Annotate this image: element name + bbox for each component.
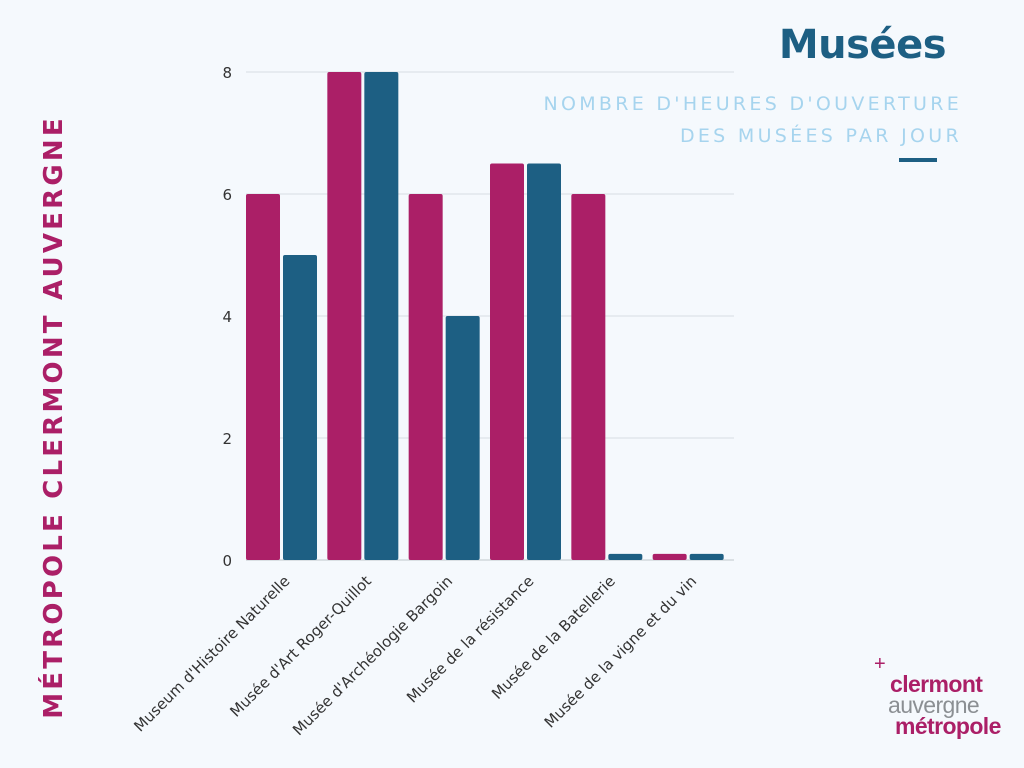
bar <box>652 553 687 560</box>
title-underline <box>899 158 937 162</box>
bar <box>490 163 524 560</box>
chart-title: Musées <box>778 22 947 68</box>
bar <box>283 255 317 560</box>
bar <box>364 72 399 560</box>
bar <box>445 316 480 560</box>
y-tick-label: 8 <box>222 64 232 82</box>
x-tick-label: Musée d'Art Roger-Quillot <box>226 572 375 721</box>
bar <box>571 194 606 560</box>
subtitle-line-2: DES MUSÉES PAR JOUR <box>679 125 962 147</box>
x-tick-label: Musée de la vigne et du vin <box>541 572 700 731</box>
logo-plus-icon: + <box>874 653 886 675</box>
y-tick-label: 0 <box>222 552 232 570</box>
bar <box>608 553 643 560</box>
bar <box>689 553 724 560</box>
bar <box>408 194 443 560</box>
x-tick-label: Museum d'Histoire Naturelle <box>130 572 293 735</box>
y-tick-label: 2 <box>222 430 232 448</box>
chart-subtitle: NOMBRE D'HEURES D'OUVERTURE DES MUSÉES P… <box>543 88 962 152</box>
logo-line-3: métropole <box>895 713 1001 739</box>
bar <box>527 163 561 560</box>
logo-line-2: auvergne <box>888 692 980 718</box>
bar <box>246 194 280 560</box>
subtitle-line-1: NOMBRE D'HEURES D'OUVERTURE <box>543 93 962 115</box>
y-tick-label: 4 <box>222 308 232 326</box>
logo-line-1: clermont <box>890 671 983 697</box>
x-tick-label: Musée d'Archéologie Bargoin <box>289 572 456 739</box>
y-tick-label: 6 <box>222 186 232 204</box>
bar <box>327 72 362 560</box>
